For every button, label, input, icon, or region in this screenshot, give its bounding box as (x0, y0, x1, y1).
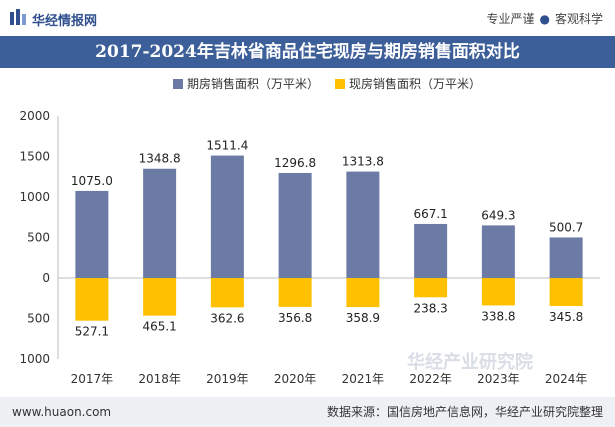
slogan-right: 客观科学 (554, 12, 603, 26)
slogan-separator: ● (539, 12, 550, 26)
data-label-completed: 356.8 (278, 311, 312, 325)
bar-presale (549, 237, 583, 278)
y-tick-label: 0 (42, 271, 50, 285)
data-label-completed: 338.8 (481, 309, 515, 323)
legend-swatch-2 (335, 79, 345, 89)
x-tick-label: 2021年 (342, 372, 385, 386)
data-label-completed: 362.6 (210, 311, 244, 325)
chart-title: 2017-2024年吉林省商品住宅现房与期房销售面积对比 (0, 36, 615, 68)
data-label-presale: 667.1 (413, 207, 447, 221)
footer: www.huaon.com 数据来源：国信房地产信息网，华经产业研究院整理 (0, 397, 615, 427)
x-tick-label: 2020年 (274, 372, 317, 386)
bar-completed (346, 278, 380, 308)
data-label-presale: 1511.4 (206, 139, 248, 153)
bar-presale (278, 172, 312, 278)
y-tick-label: 500 (27, 312, 50, 326)
data-label-completed: 238.3 (413, 301, 447, 315)
data-source: 数据来源：国信房地产信息网，华经产业研究院整理 (326, 405, 603, 419)
data-label-completed: 358.9 (346, 311, 380, 325)
legend-swatch-1 (173, 79, 183, 89)
y-tick-label: 500 (27, 231, 50, 245)
bar-presale (75, 190, 109, 278)
bar-presale (481, 225, 515, 278)
bar-presale (143, 168, 177, 278)
data-label-completed: 465.1 (142, 320, 176, 334)
slogan: 专业严谨 ● 客观科学 (486, 10, 603, 27)
brand-name: 华经情报网 (32, 14, 98, 29)
legend-label-1: 期房销售面积（万平米） (187, 76, 319, 91)
data-label-presale: 1075.0 (71, 174, 113, 188)
y-tick-label: 1000 (19, 190, 50, 204)
y-tick-label: 1500 (19, 150, 50, 164)
y-tick-label: 1000 (19, 352, 50, 366)
bar-completed (278, 278, 312, 307)
data-label-presale: 649.3 (481, 208, 515, 222)
bar-completed (75, 278, 109, 321)
x-tick-label: 2018年 (138, 372, 181, 386)
y-tick-label: 2000 (19, 109, 50, 123)
x-tick-label: 2019年 (206, 372, 249, 386)
bar-presale (346, 171, 380, 278)
bar-presale (414, 223, 448, 278)
data-label-presale: 1313.8 (342, 155, 384, 169)
data-label-completed: 345.8 (549, 310, 583, 324)
bar-completed (481, 278, 515, 306)
bar-completed (210, 278, 244, 308)
x-tick-label: 2017年 (71, 372, 114, 386)
data-label-presale: 500.7 (549, 220, 583, 234)
bar-chart: 华经产业研究院 2000 1500 1000 500 0 500 1000 期房销售面积（万平米… (19, 76, 600, 386)
logo-icon (10, 9, 26, 25)
data-label-presale: 1348.8 (139, 152, 181, 166)
website-link[interactable]: www.huaon.com (12, 405, 112, 419)
slogan-left: 专业严谨 (486, 12, 535, 26)
bar-completed (414, 278, 448, 298)
x-tick-label: 2024年 (545, 372, 588, 386)
x-tick-label: 2022年 (409, 372, 452, 386)
bar-completed (143, 278, 177, 316)
data-label-presale: 1296.8 (274, 156, 316, 170)
x-tick-label: 2023年 (477, 372, 520, 386)
watermark-text: 华经产业研究院 (407, 351, 533, 373)
top-bar: 华经情报网 专业严谨 ● 客观科学 (0, 0, 615, 36)
data-label-completed: 527.1 (75, 325, 109, 339)
bar-presale (210, 155, 244, 278)
legend-label-2: 现房销售面积（万平米） (349, 76, 481, 91)
bar-completed (549, 278, 583, 307)
